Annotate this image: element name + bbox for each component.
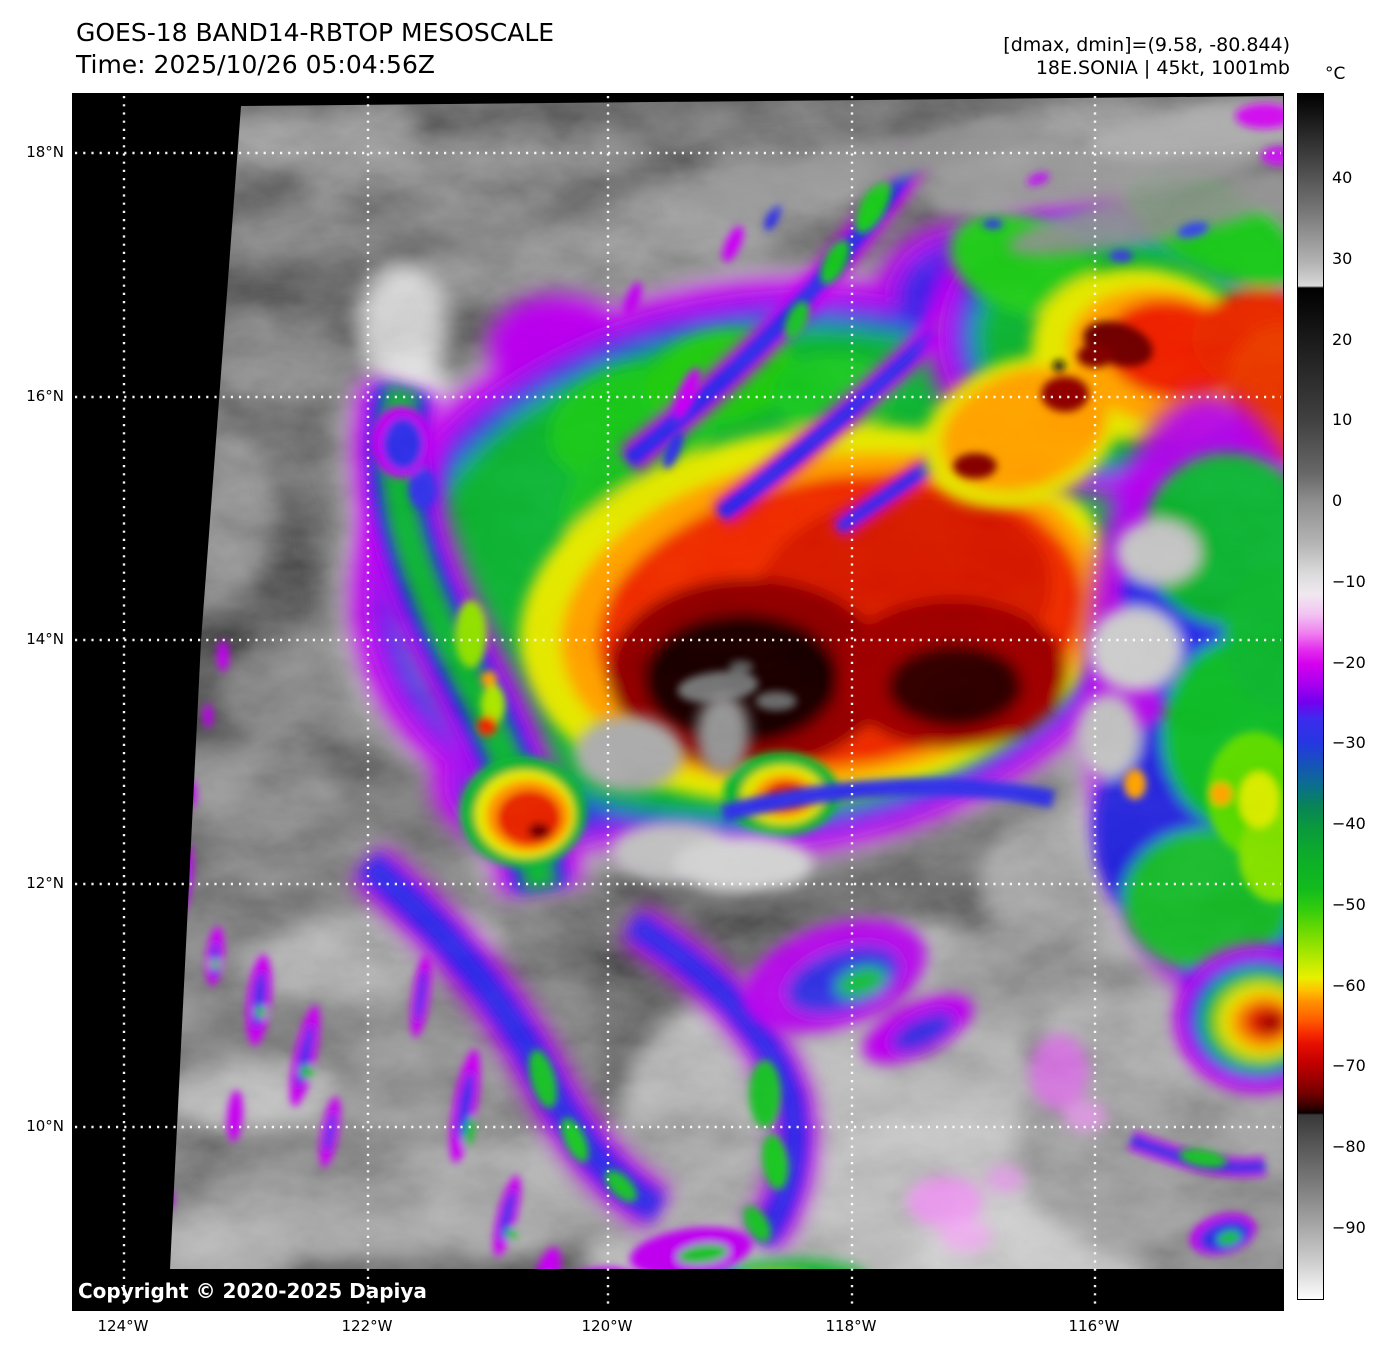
lon-label-122w: 122°W [341, 1317, 393, 1335]
colorbar-tick: 10 [1332, 410, 1353, 429]
colorbar-unit-label: °C [1325, 64, 1346, 84]
colorbar-tick: −70 [1332, 1056, 1366, 1075]
lon-label-124w: 124°W [97, 1317, 149, 1335]
lat-label-16n: 16°N [26, 387, 64, 405]
colorbar-tick: −90 [1332, 1218, 1366, 1237]
satellite-map-panel [72, 93, 1284, 1311]
colorbar-tick: −50 [1332, 895, 1366, 914]
colorbar-tick: −20 [1332, 653, 1366, 672]
colorbar-tick: 20 [1332, 330, 1353, 349]
lat-label-18n: 18°N [26, 143, 64, 161]
colorbar-tick: −40 [1332, 814, 1366, 833]
colorbar-tick: −30 [1332, 733, 1366, 752]
colorbar-tick: 30 [1332, 249, 1353, 268]
colorbar-tick: −80 [1332, 1137, 1366, 1156]
copyright-notice: Copyright © 2020-2025 Dapiya [78, 1279, 427, 1303]
satellite-imagery [73, 94, 1283, 1310]
page-title: GOES-18 BAND14-RBTOP MESOSCALE [76, 18, 555, 47]
colorbar-tick: 0 [1332, 491, 1343, 510]
storm-annotation: 18E.SONIA | 45kt, 1001mb [1035, 57, 1290, 79]
dmax-dmin-annotation: [dmax, dmin]=(9.58, -80.844) [1003, 34, 1290, 56]
lat-label-12n: 12°N [26, 874, 64, 892]
lat-label-14n: 14°N [26, 630, 64, 648]
colorbar-tick: 40 [1332, 168, 1353, 187]
graticule [75, 96, 1281, 1308]
lon-label-120w: 120°W [581, 1317, 633, 1335]
lat-label-10n: 10°N [26, 1117, 64, 1135]
colorbar-tick: −60 [1332, 976, 1366, 995]
lon-label-118w: 118°W [825, 1317, 877, 1335]
lon-label-116w: 116°W [1068, 1317, 1120, 1335]
colorbar-tick: −10 [1332, 572, 1366, 591]
timestamp: Time: 2025/10/26 05:04:56Z [76, 50, 435, 79]
temperature-colorbar [1297, 93, 1324, 1300]
